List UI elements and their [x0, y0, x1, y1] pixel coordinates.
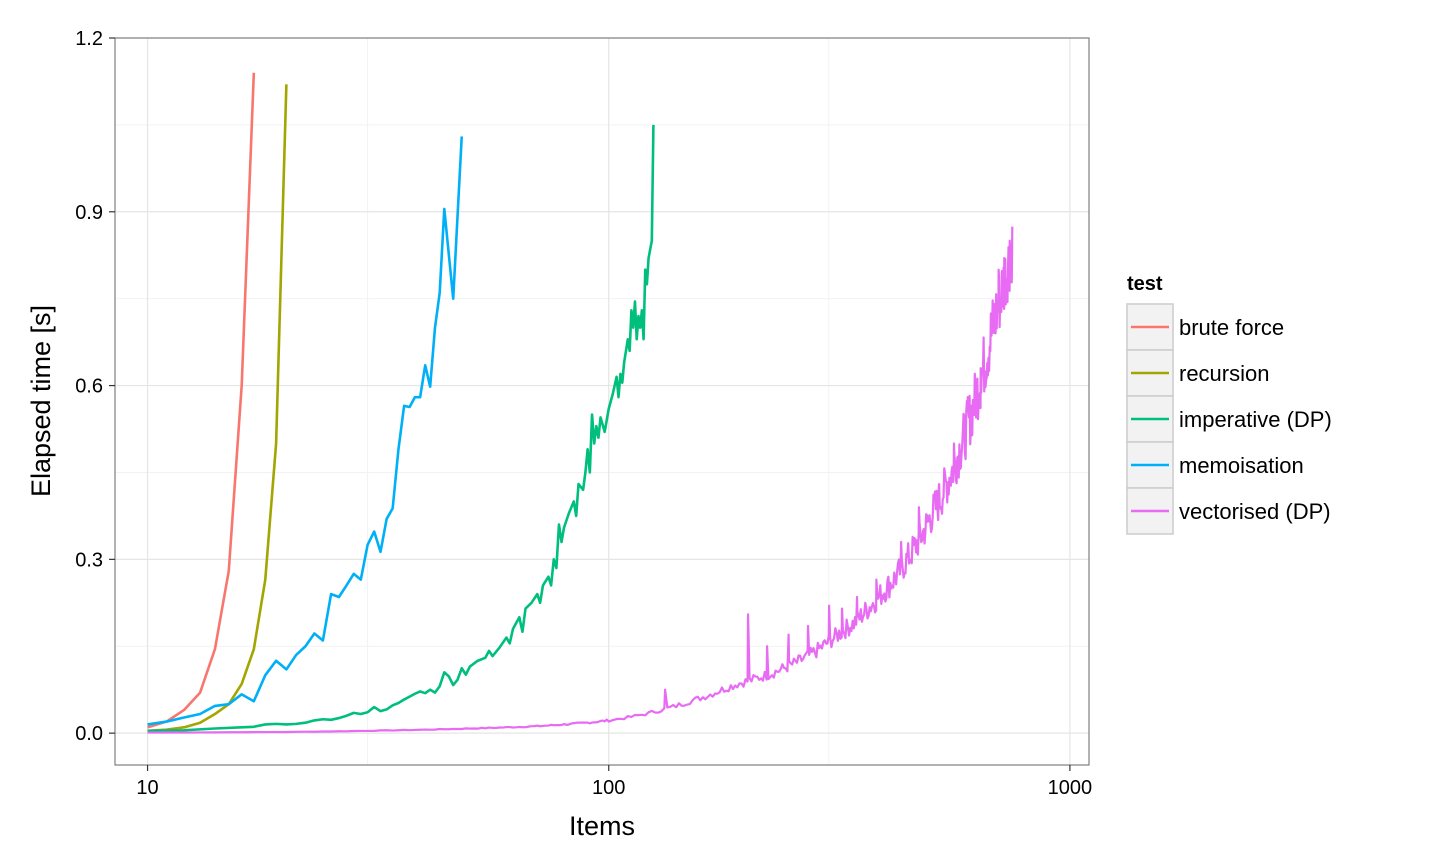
x-tick-label: 10 — [136, 777, 158, 799]
x-axis-ticks: 10 100 1000 — [136, 765, 1092, 799]
x-tick-label: 100 — [592, 777, 625, 799]
grid-minor — [115, 38, 1089, 765]
legend-title: test — [1127, 273, 1163, 295]
y-tick-label: 0.3 — [75, 549, 103, 571]
plot-border — [114, 37, 1090, 766]
legend: test brute force recursion imperative (DP)… — [1126, 273, 1332, 535]
legend-label: vectorised (DP) — [1179, 499, 1331, 524]
y-axis-ticks: 0.0 0.3 0.6 0.9 1.2 — [75, 28, 115, 745]
legend-label: brute force — [1179, 315, 1284, 340]
y-tick-label: 1.2 — [75, 28, 103, 50]
x-tick-label: 1000 — [1048, 777, 1093, 799]
series-line-imperative-dp- — [147, 124, 655, 733]
series-line-vectorised-dp- — [147, 226, 1014, 734]
plot-background — [115, 38, 1089, 765]
legend-label: imperative (DP) — [1179, 407, 1332, 432]
y-tick-label: 0.9 — [75, 202, 103, 224]
y-axis-title: Elapsed time [s] — [26, 305, 56, 497]
series-line-memoisation — [147, 136, 464, 726]
x-axis-title: Items — [569, 811, 635, 841]
legend-label: memoisation — [1179, 453, 1304, 478]
legend-label: recursion — [1179, 361, 1269, 386]
y-tick-label: 0.0 — [75, 723, 103, 745]
y-tick-label: 0.6 — [75, 376, 103, 398]
series-layer — [147, 72, 1014, 734]
